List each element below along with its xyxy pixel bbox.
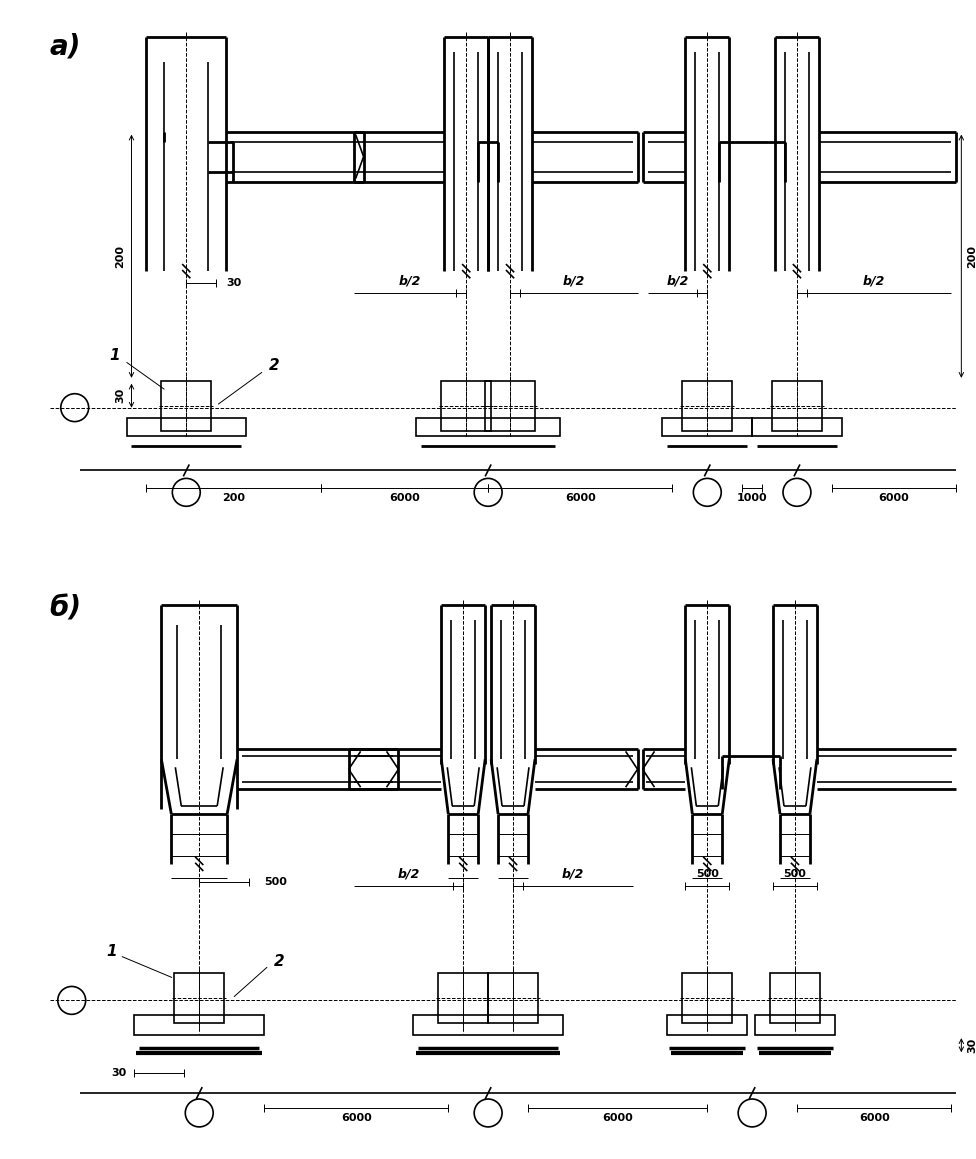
Text: 6000: 6000 — [565, 494, 595, 503]
Text: 2: 2 — [273, 954, 284, 969]
Text: 30: 30 — [226, 278, 241, 289]
Bar — [668, 1015, 748, 1035]
Text: b/2: b/2 — [561, 867, 584, 881]
Text: 6000: 6000 — [602, 1113, 633, 1123]
Text: 1000: 1000 — [737, 494, 767, 503]
Text: b/2: b/2 — [562, 275, 585, 287]
Bar — [755, 1015, 834, 1035]
Bar — [663, 417, 752, 436]
Text: 6000: 6000 — [341, 1113, 372, 1123]
Bar — [417, 417, 560, 436]
Text: 30: 30 — [111, 1069, 127, 1078]
Text: 30: 30 — [115, 388, 126, 403]
Text: 2: 2 — [268, 358, 279, 373]
Text: 200: 200 — [223, 494, 245, 503]
Bar — [438, 974, 488, 1023]
Text: b/2: b/2 — [667, 275, 689, 287]
Bar — [485, 381, 535, 430]
Bar — [682, 381, 732, 430]
Text: 6000: 6000 — [859, 1113, 889, 1123]
Text: 1: 1 — [106, 945, 117, 960]
Text: b/2: b/2 — [399, 275, 421, 287]
Text: 1: 1 — [109, 349, 120, 364]
Text: 6000: 6000 — [878, 494, 910, 503]
Text: b/2: b/2 — [863, 275, 885, 287]
Bar — [682, 974, 732, 1023]
Bar — [772, 381, 822, 430]
Bar — [488, 974, 538, 1023]
Text: б): б) — [50, 595, 82, 622]
Text: 500: 500 — [264, 877, 287, 887]
Text: b/2: b/2 — [397, 867, 420, 881]
Text: 200: 200 — [967, 245, 976, 268]
Text: 200: 200 — [115, 245, 126, 268]
Bar — [135, 1015, 264, 1035]
Text: 30: 30 — [967, 1037, 976, 1052]
Bar — [752, 417, 841, 436]
Bar — [127, 417, 246, 436]
Text: 500: 500 — [696, 869, 718, 879]
Text: 500: 500 — [784, 869, 806, 879]
Bar — [441, 381, 491, 430]
Bar — [175, 974, 224, 1023]
Bar — [414, 1015, 563, 1035]
Bar — [770, 974, 820, 1023]
Text: 6000: 6000 — [389, 494, 420, 503]
Text: а): а) — [50, 32, 81, 60]
Bar — [161, 381, 211, 430]
